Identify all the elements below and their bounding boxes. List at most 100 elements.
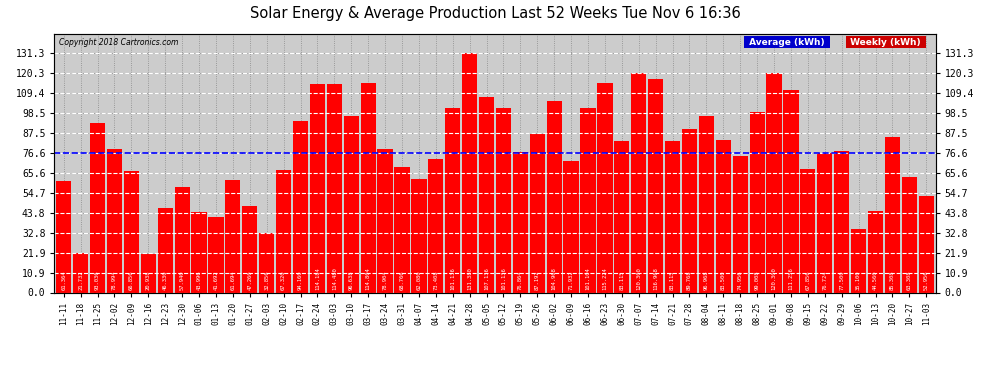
Text: 63.308: 63.308 xyxy=(907,270,912,290)
Bar xyxy=(851,228,866,292)
Bar xyxy=(902,177,917,292)
Bar xyxy=(766,73,782,292)
Bar xyxy=(174,187,190,292)
Text: 78.904: 78.904 xyxy=(382,270,387,290)
Text: 115.224: 115.224 xyxy=(603,267,608,290)
Text: 96.638: 96.638 xyxy=(348,270,353,290)
Bar xyxy=(546,101,561,292)
Bar xyxy=(479,97,494,292)
Text: 35.100: 35.100 xyxy=(856,270,861,290)
Text: 43.996: 43.996 xyxy=(197,270,202,290)
Text: 44.560: 44.560 xyxy=(873,270,878,290)
Bar xyxy=(632,73,646,292)
Text: 114.804: 114.804 xyxy=(365,267,370,290)
Text: 76.864: 76.864 xyxy=(518,270,523,290)
Bar xyxy=(344,116,358,292)
Text: 93.036: 93.036 xyxy=(95,270,100,290)
Text: 62.080: 62.080 xyxy=(417,270,422,290)
Text: 74.956: 74.956 xyxy=(738,270,742,290)
Text: 77.500: 77.500 xyxy=(840,270,844,290)
Text: 61.694: 61.694 xyxy=(231,270,236,290)
Text: 120.300: 120.300 xyxy=(637,267,642,290)
Text: 87.192: 87.192 xyxy=(535,270,540,290)
Bar xyxy=(835,151,849,292)
Text: 61.364: 61.364 xyxy=(61,270,66,290)
Bar xyxy=(327,84,342,292)
Bar xyxy=(141,254,155,292)
Bar xyxy=(360,83,376,292)
Bar xyxy=(107,148,122,292)
Bar xyxy=(783,90,799,292)
Text: 52.956: 52.956 xyxy=(924,270,929,290)
Bar xyxy=(919,196,934,292)
Bar xyxy=(817,153,833,292)
Bar xyxy=(665,141,680,292)
Bar xyxy=(513,153,528,292)
Text: 71.932: 71.932 xyxy=(568,270,573,290)
Bar xyxy=(446,108,460,292)
Bar xyxy=(276,170,291,292)
Text: 78.994: 78.994 xyxy=(112,270,117,290)
Text: 67.856: 67.856 xyxy=(806,270,811,290)
Bar xyxy=(429,159,444,292)
Text: 89.768: 89.768 xyxy=(687,270,692,290)
Bar xyxy=(716,140,731,292)
Text: 83.115: 83.115 xyxy=(670,270,675,290)
Text: 99.008: 99.008 xyxy=(754,270,759,290)
Text: 57.940: 57.940 xyxy=(179,270,184,290)
Bar xyxy=(56,181,71,292)
Text: 68.766: 68.766 xyxy=(400,270,405,290)
Text: 107.136: 107.136 xyxy=(484,267,489,290)
Text: 101.136: 101.136 xyxy=(501,267,506,290)
Text: 114.184: 114.184 xyxy=(315,267,320,290)
Bar xyxy=(648,80,663,292)
Bar xyxy=(226,180,241,292)
Text: 114.480: 114.480 xyxy=(332,267,337,290)
Text: 116.968: 116.968 xyxy=(653,267,658,290)
Bar xyxy=(885,137,900,292)
Bar xyxy=(124,171,139,292)
Text: 47.260: 47.260 xyxy=(248,270,252,290)
Bar xyxy=(157,208,173,292)
Text: 104.968: 104.968 xyxy=(551,267,556,290)
Text: Weekly (kWh): Weekly (kWh) xyxy=(847,38,925,46)
Text: Solar Energy & Average Production Last 52 Weeks Tue Nov 6 16:36: Solar Energy & Average Production Last 5… xyxy=(249,6,741,21)
Text: 32.856: 32.856 xyxy=(264,270,269,290)
Bar xyxy=(597,82,613,292)
Bar xyxy=(191,212,207,292)
Text: 94.160: 94.160 xyxy=(298,270,303,290)
Text: 83.500: 83.500 xyxy=(721,270,726,290)
Text: 73.408: 73.408 xyxy=(434,270,439,290)
Text: 46.330: 46.330 xyxy=(162,270,167,290)
Text: 120.300: 120.300 xyxy=(771,267,776,290)
Text: 83.115: 83.115 xyxy=(620,270,625,290)
Bar xyxy=(530,134,544,292)
Bar xyxy=(243,206,257,292)
Bar xyxy=(563,161,579,292)
Bar xyxy=(259,232,274,292)
Bar xyxy=(208,216,224,292)
Text: 96.968: 96.968 xyxy=(704,270,709,290)
Bar xyxy=(394,167,410,292)
Bar xyxy=(73,253,88,292)
Bar xyxy=(749,112,764,292)
Bar xyxy=(868,211,883,292)
Text: 66.856: 66.856 xyxy=(129,270,134,290)
Bar xyxy=(614,141,630,292)
Bar xyxy=(310,84,325,292)
Text: 76.724: 76.724 xyxy=(823,270,828,290)
Bar xyxy=(377,149,393,292)
Text: 67.320: 67.320 xyxy=(281,270,286,290)
Text: 101.104: 101.104 xyxy=(585,267,590,290)
Bar xyxy=(496,108,511,292)
Bar xyxy=(580,108,596,292)
Text: 111.256: 111.256 xyxy=(788,267,793,290)
Bar xyxy=(293,121,308,292)
Text: Average (kWh): Average (kWh) xyxy=(746,38,828,46)
Bar xyxy=(682,129,697,292)
Bar xyxy=(90,123,105,292)
Bar xyxy=(733,156,747,292)
Bar xyxy=(462,53,477,292)
Bar xyxy=(699,116,714,292)
Text: 85.308: 85.308 xyxy=(890,270,895,290)
